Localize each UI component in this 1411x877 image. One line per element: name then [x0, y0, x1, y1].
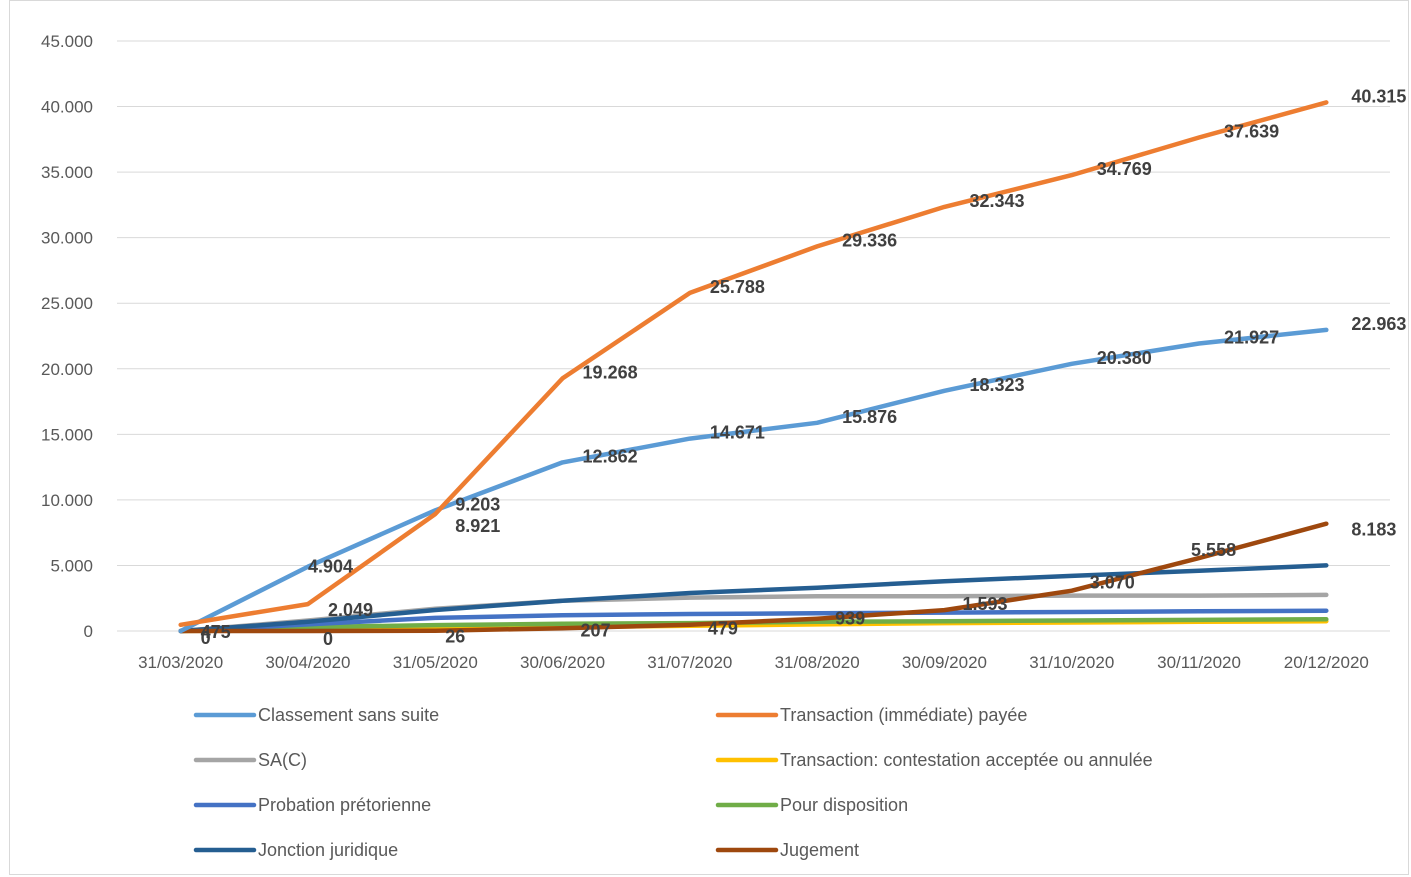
legend-label: Jugement [780, 840, 859, 860]
x-tick-label: 20/12/2020 [1284, 653, 1369, 672]
data-label: 21.927 [1224, 328, 1279, 348]
y-tick-label: 35.000 [41, 163, 93, 182]
data-label: 939 [835, 609, 865, 629]
x-tick-label: 30/04/2020 [265, 653, 350, 672]
data-label: 8.183 [1351, 520, 1396, 540]
y-tick-label: 40.000 [41, 98, 93, 117]
legend-label: Transaction (immédiate) payée [780, 705, 1027, 725]
x-tick-label: 31/07/2020 [647, 653, 732, 672]
legend-label: Pour disposition [780, 795, 908, 815]
legend-label: Probation prétorienne [258, 795, 431, 815]
data-label: 40.315 [1351, 86, 1406, 106]
data-label: 0 [323, 629, 333, 649]
y-tick-label: 25.000 [41, 294, 93, 313]
data-label: 22.963 [1351, 314, 1406, 334]
legend-label: Transaction: contestation acceptée ou an… [780, 750, 1153, 770]
data-label: 8.921 [455, 516, 500, 536]
data-label: 29.336 [842, 230, 897, 250]
y-tick-label: 20.000 [41, 360, 93, 379]
series-line [178, 327, 1329, 634]
data-label: 1.593 [962, 594, 1007, 614]
data-label: 9.203 [455, 494, 500, 514]
data-label: 2.049 [328, 600, 373, 620]
series-line [178, 100, 1329, 628]
data-label: 15.876 [842, 407, 897, 427]
data-label: 34.769 [1097, 159, 1152, 179]
x-tick-label: 31/05/2020 [393, 653, 478, 672]
legend-label: SA(C) [258, 750, 307, 770]
x-tick-label: 31/10/2020 [1029, 653, 1114, 672]
data-label: 4.904 [308, 557, 353, 577]
data-label: 32.343 [969, 191, 1024, 211]
data-label: 207 [581, 620, 611, 640]
data-label: 25.788 [710, 277, 765, 297]
y-tick-label: 15.000 [41, 425, 93, 444]
data-label: 18.323 [969, 375, 1024, 395]
data-label: 26 [445, 627, 465, 647]
data-label: 475 [201, 622, 231, 642]
legend-label: Classement sans suite [258, 705, 439, 725]
data-label: 0 [201, 628, 211, 648]
x-tick-label: 30/06/2020 [520, 653, 605, 672]
data-label: 479 [708, 619, 738, 639]
data-label: 12.862 [583, 446, 638, 466]
x-tick-label: 30/11/2020 [1157, 653, 1241, 672]
x-tick-label: 31/08/2020 [775, 653, 860, 672]
series-line [178, 608, 1329, 634]
data-label: 19.268 [583, 362, 638, 382]
data-label: 37.639 [1224, 122, 1279, 142]
y-tick-label: 10.000 [41, 491, 93, 510]
x-tick-label: 31/03/2020 [138, 653, 223, 672]
data-label: 20.380 [1097, 348, 1152, 368]
series-line [178, 521, 1329, 634]
data-label: 3.070 [1090, 573, 1135, 593]
y-tick-label: 45.000 [41, 32, 93, 51]
data-label: 14.671 [710, 423, 765, 443]
legend-label: Jonction juridique [258, 840, 398, 860]
x-tick-label: 30/09/2020 [902, 653, 987, 672]
y-tick-label: 0 [84, 622, 93, 641]
y-tick-label: 5.000 [50, 556, 93, 575]
data-label: 5.558 [1191, 540, 1236, 560]
y-tick-label: 30.000 [41, 229, 93, 248]
